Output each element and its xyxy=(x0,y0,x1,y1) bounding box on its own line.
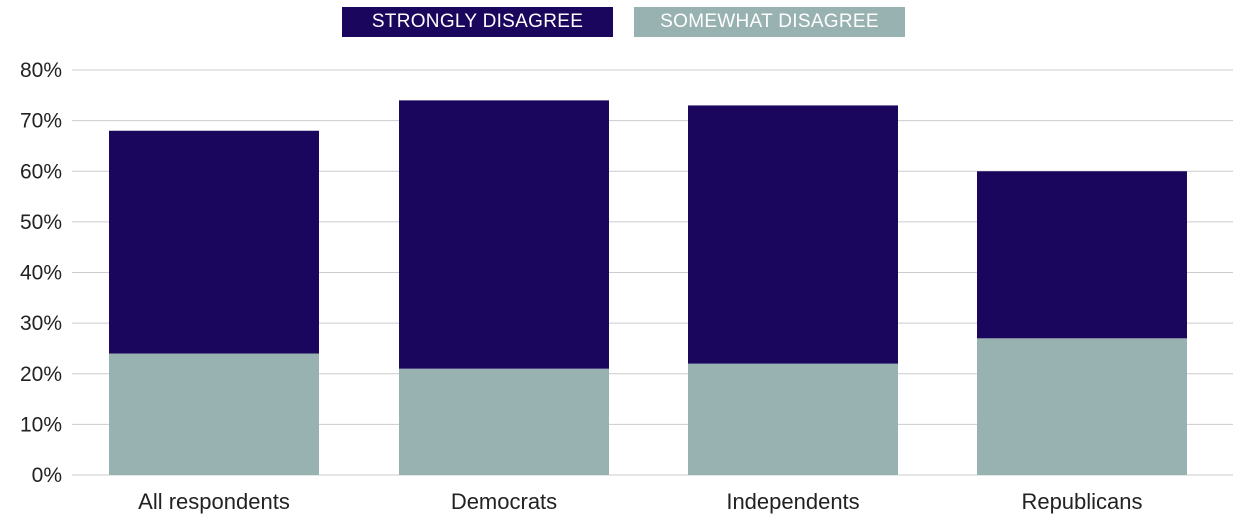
x-category-label: Democrats xyxy=(451,489,557,514)
bar-strongly-disagree xyxy=(109,130,319,354)
bar-somewhat-disagree xyxy=(399,368,609,475)
y-tick-label: 60% xyxy=(20,160,62,183)
y-tick-label: 70% xyxy=(20,110,62,133)
bar-strongly-disagree xyxy=(688,105,898,364)
y-tick-label: 10% xyxy=(20,413,62,436)
bars xyxy=(109,100,1187,475)
legend-somewhat-disagree: SOMEWHAT DISAGREE xyxy=(634,7,905,37)
y-tick-label: 50% xyxy=(20,211,62,234)
y-tick-label: 30% xyxy=(20,312,62,335)
x-category-label: Republicans xyxy=(1021,489,1142,514)
x-category-label: All respondents xyxy=(138,489,290,514)
bar-somewhat-disagree xyxy=(109,353,319,475)
y-tick-label: 80% xyxy=(20,59,62,82)
bar-strongly-disagree xyxy=(977,171,1187,339)
y-tick-label: 20% xyxy=(20,363,62,386)
legend: STRONGLY DISAGREE SOMEWHAT DISAGREE xyxy=(0,7,1233,37)
x-category-label: Independents xyxy=(726,489,859,514)
y-axis: 0% 10% 20% 30% 40% 50% 60% 70% 80% xyxy=(20,59,62,487)
y-tick-label: 0% xyxy=(32,464,62,487)
legend-strongly-disagree: STRONGLY DISAGREE xyxy=(342,7,613,37)
x-axis: All respondents Democrats Independents Repu… xyxy=(138,489,1142,514)
bar-somewhat-disagree xyxy=(977,338,1187,475)
y-tick-label: 40% xyxy=(20,262,62,285)
bar-strongly-disagree xyxy=(399,100,609,369)
bar-somewhat-disagree xyxy=(688,363,898,475)
